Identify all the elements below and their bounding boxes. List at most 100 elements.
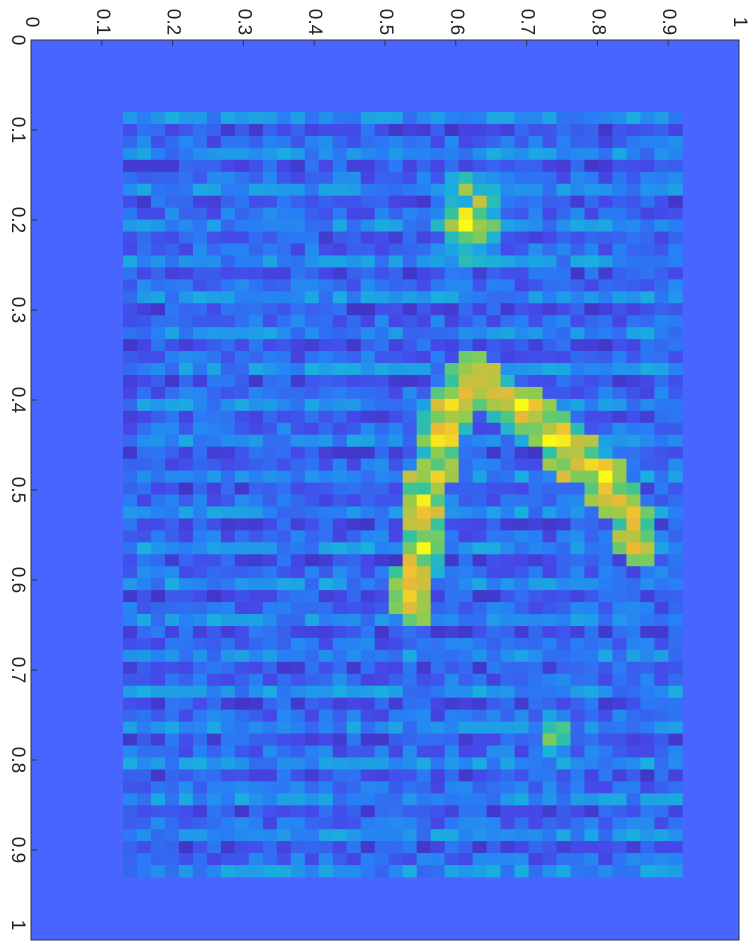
heatmap-cell [626, 614, 641, 627]
heatmap-cell [430, 446, 446, 460]
heatmap-cell [542, 458, 557, 471]
heatmap-cell [444, 602, 460, 615]
heatmap-cell [332, 135, 348, 149]
heatmap-cell [346, 518, 362, 531]
heatmap-cell [360, 530, 376, 543]
heatmap-cell [612, 123, 627, 137]
heatmap-cell [486, 518, 501, 531]
heatmap-cell [528, 721, 543, 734]
heatmap-cell [542, 518, 557, 531]
heatmap-cell [206, 578, 222, 591]
heatmap-cell [584, 458, 599, 471]
heatmap-cell [500, 470, 515, 483]
heatmap-cell [626, 530, 641, 543]
heatmap-cell [458, 327, 474, 340]
heatmap-cell [584, 757, 599, 770]
heatmap-cell [458, 351, 474, 364]
heatmap-cell [486, 745, 501, 758]
heatmap-cell [626, 637, 641, 651]
heatmap-cell [458, 649, 474, 663]
heatmap-cell [220, 159, 236, 173]
heatmap-cell [514, 506, 529, 519]
heatmap-cell [598, 374, 613, 388]
heatmap-cell [290, 363, 306, 376]
heatmap-cell [290, 315, 306, 328]
heatmap-cell [318, 339, 334, 352]
heatmap-cell [570, 518, 585, 531]
heatmap-cell [542, 530, 557, 543]
heatmap-cell [262, 530, 278, 543]
heatmap-cell [430, 566, 446, 579]
heatmap-cell [486, 829, 501, 842]
heatmap-cell [137, 865, 152, 878]
heatmap-cell [514, 267, 529, 280]
heatmap-cell [262, 363, 278, 376]
heatmap-cell [640, 315, 655, 328]
heatmap-cell [262, 434, 278, 448]
heatmap-cell [123, 446, 138, 460]
heatmap-cell [416, 482, 432, 495]
heatmap-cell [290, 578, 306, 591]
heatmap-cell [360, 673, 376, 687]
heatmap-cell [332, 757, 348, 770]
heatmap-cell [304, 578, 320, 591]
heatmap-cell [137, 757, 152, 770]
heatmap-cell [123, 566, 138, 579]
heatmap-cell [458, 339, 474, 352]
heatmap-cell [416, 123, 432, 137]
heatmap-cell [458, 685, 474, 699]
heatmap-cell [430, 279, 446, 292]
heatmap-cell [514, 625, 529, 639]
heatmap-cell [234, 733, 250, 746]
heatmap-cell [318, 267, 334, 280]
heatmap-cell [151, 542, 166, 555]
heatmap-cell [598, 590, 613, 603]
heatmap-cell [542, 219, 557, 232]
heatmap-cell [570, 566, 585, 579]
heatmap-cell [598, 422, 613, 436]
heatmap-cell [598, 542, 613, 555]
heatmap-cell [542, 494, 557, 507]
heatmap-cell [346, 446, 362, 460]
heatmap-cell [542, 315, 557, 328]
heatmap-cell [514, 865, 529, 878]
heatmap-cell [444, 733, 460, 746]
heatmap-cell [500, 685, 515, 699]
heatmap-cell [164, 195, 180, 209]
heatmap-cell [123, 398, 138, 412]
heatmap-cell [486, 697, 501, 711]
heatmap-cell [486, 398, 501, 412]
heatmap-cell [290, 506, 306, 519]
heatmap-cell [598, 195, 613, 209]
heatmap-cell [304, 673, 320, 687]
heatmap-cell [178, 625, 194, 639]
heatmap-cell [668, 363, 683, 376]
heatmap-cell [472, 853, 487, 866]
heatmap-cell [416, 386, 432, 400]
heatmap-cell [304, 625, 320, 639]
heatmap-cell [640, 135, 655, 149]
heatmap-cell [626, 135, 641, 149]
heatmap-cell [430, 398, 446, 412]
heatmap-cell [626, 303, 641, 316]
heatmap-cell [346, 398, 362, 412]
heatmap-cell [248, 422, 264, 436]
heatmap-cell [444, 267, 460, 280]
heatmap-cell [458, 374, 474, 388]
heatmap-cell [444, 685, 460, 699]
heatmap-cell [178, 482, 194, 495]
heatmap-cell [598, 530, 613, 543]
heatmap-cell [318, 279, 334, 292]
heatmap-cell [612, 398, 627, 412]
heatmap-cell [668, 410, 683, 424]
heatmap-cell [402, 494, 418, 507]
heatmap-cell [346, 422, 362, 436]
heatmap-cell [220, 757, 236, 770]
heatmap-cell [262, 578, 278, 591]
heatmap-cell [374, 637, 390, 651]
heatmap-cell [556, 159, 571, 173]
heatmap-cell [374, 374, 390, 388]
heatmap-cell [346, 374, 362, 388]
heatmap-cell [220, 171, 236, 185]
heatmap-cell [346, 625, 362, 639]
